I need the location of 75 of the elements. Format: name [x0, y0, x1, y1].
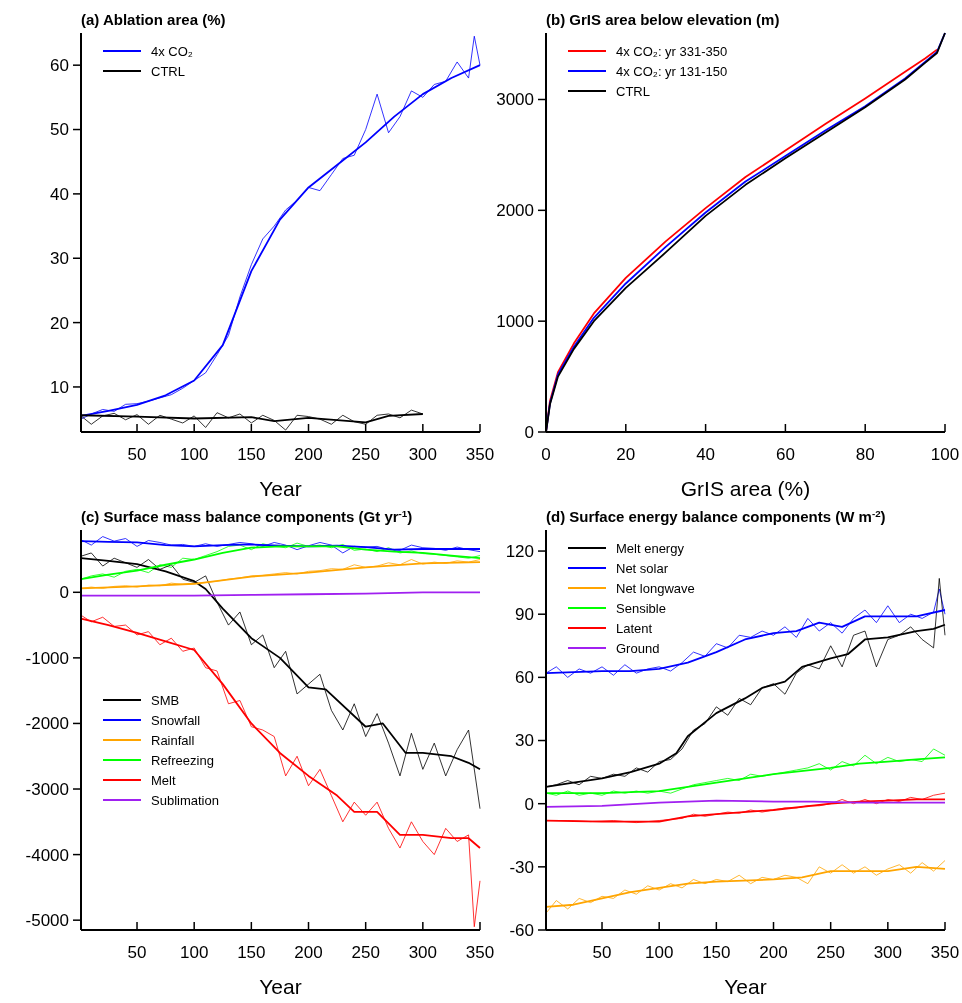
- x-tick-label: 100: [180, 445, 209, 464]
- x-tick-label: 60: [775, 445, 795, 464]
- x-tick-label: 150: [237, 943, 266, 962]
- y-tick-label: -4000: [25, 845, 69, 865]
- y-tick-label: -30: [509, 857, 534, 877]
- x-tick-label: 250: [351, 943, 380, 962]
- legend-label: Ground: [616, 640, 660, 656]
- x-tick-label: 150: [237, 445, 266, 464]
- y-tick-label: 120: [505, 542, 534, 561]
- x-tick-label: 50: [127, 445, 147, 464]
- y-tick-label: 50: [50, 120, 69, 140]
- y-tick-label: -2000: [25, 714, 69, 734]
- chart-title: (b) GrIS area below elevation (m): [546, 11, 780, 28]
- x-axis-title: Year: [724, 975, 767, 998]
- y-tick-label: 60: [515, 668, 534, 688]
- chart-title: (a) Ablation area (%): [81, 11, 226, 28]
- legend-label: 4x CO₂: yr 331-350: [616, 43, 728, 59]
- x-tick-label: 300: [408, 445, 438, 464]
- y-tick-label: 0: [524, 422, 534, 442]
- y-tick-label: 10: [50, 377, 69, 397]
- x-tick-label: 350: [465, 943, 495, 962]
- chart-title: (c) Surface mass balance components (Gt yr$^{-1}$): [81, 507, 413, 525]
- y-tick-label: 3000: [496, 90, 534, 110]
- x-tick-label: 80: [855, 445, 875, 464]
- x-axis-title: GrIS area (%): [680, 477, 811, 500]
- x-tick-label: 200: [759, 943, 788, 962]
- x-tick-label: 150: [702, 943, 731, 962]
- legend-label: 4x CO₂: yr 131-150: [616, 63, 728, 79]
- legend-label: 4x CO₂: [151, 43, 193, 59]
- y-tick-label: 1000: [496, 312, 534, 332]
- y-tick-label: 0: [59, 583, 69, 603]
- legend-label: SMB: [151, 692, 180, 708]
- legend-label: CTRL: [616, 83, 650, 99]
- legend-label: Latent: [616, 620, 653, 636]
- x-axis-title: Year: [259, 975, 302, 998]
- x-axis-title: Year: [259, 477, 302, 500]
- x-tick-label: 20: [616, 445, 636, 464]
- x-tick-label: 40: [696, 445, 716, 464]
- legend-label: Refreezing: [151, 752, 214, 768]
- y-tick-label: 30: [50, 249, 69, 269]
- y-tick-label: -60: [509, 920, 534, 940]
- x-tick-label: 100: [645, 943, 674, 962]
- x-tick-label: 250: [351, 445, 380, 464]
- x-tick-label: 0: [541, 445, 551, 464]
- x-tick-label: 200: [294, 943, 323, 962]
- y-tick-label: -5000: [25, 911, 69, 931]
- x-tick-label: 100: [180, 943, 209, 962]
- x-tick-label: 300: [408, 943, 438, 962]
- x-tick-label: 250: [816, 943, 845, 962]
- chart-title: (d) Surface energy balance components (W m$^{-2}$): [546, 507, 886, 525]
- y-tick-label: 20: [50, 313, 69, 333]
- x-tick-label: 350: [930, 943, 960, 962]
- legend-label: Snowfall: [151, 712, 201, 728]
- y-tick-label: 30: [515, 731, 534, 751]
- legend-label: Sensible: [616, 600, 666, 616]
- y-tick-label: -1000: [25, 648, 69, 668]
- legend-label: Melt energy: [616, 540, 685, 556]
- y-tick-label: -3000: [25, 779, 69, 799]
- x-tick-label: 350: [465, 445, 495, 464]
- legend-label: Net longwave: [616, 580, 695, 596]
- y-tick-label: 60: [50, 56, 69, 76]
- y-tick-label: 0: [524, 794, 534, 814]
- y-tick-label: 40: [50, 184, 69, 204]
- x-tick-label: 50: [127, 943, 147, 962]
- y-tick-label: 90: [515, 605, 534, 625]
- x-tick-label: 300: [873, 943, 903, 962]
- legend-label: Net solar: [616, 560, 669, 576]
- x-tick-label: 200: [294, 445, 323, 464]
- legend-label: CTRL: [151, 63, 185, 79]
- y-tick-label: 2000: [496, 201, 534, 221]
- legend-label: Melt: [151, 772, 176, 788]
- legend-label: Rainfall: [151, 732, 195, 748]
- x-tick-label: 50: [592, 943, 612, 962]
- legend-label: Sublimation: [151, 792, 219, 808]
- x-tick-label: 100: [930, 445, 960, 464]
